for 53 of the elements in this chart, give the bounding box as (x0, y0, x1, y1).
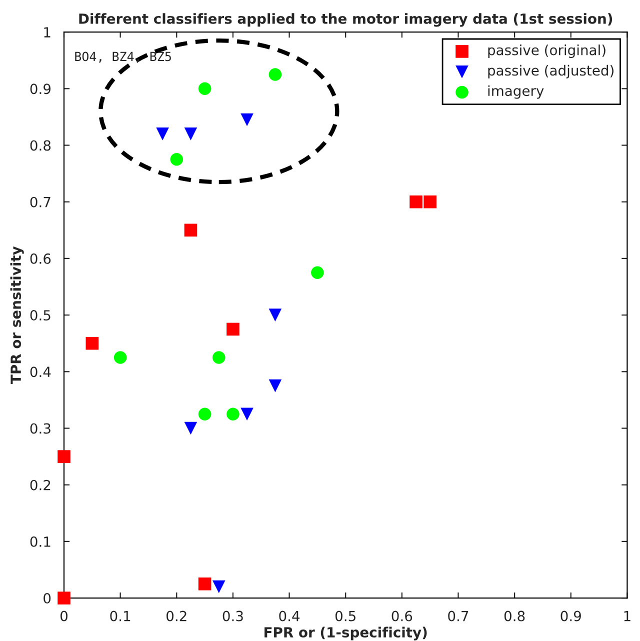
point (184, 422, 198, 435)
x-tick-label: 1 (624, 610, 630, 622)
y-tick-label: 0.2 (30, 480, 50, 490)
y-tick-label: 1 (44, 27, 50, 38)
point (156, 128, 169, 140)
x-tick-label: 0.6 (392, 610, 412, 622)
x-tick-label: 0.8 (504, 610, 525, 622)
x-axis-title: FPR or (1-specificity) (264, 626, 427, 640)
point (86, 336, 99, 350)
point (268, 308, 282, 322)
legend-label: passive (adjusted) (488, 64, 614, 78)
x-tick-label: 0 (60, 610, 68, 622)
chart-title: Different classifiers applied to the motor imagery data (1st session) (79, 13, 612, 27)
point (58, 450, 70, 463)
point (170, 153, 184, 166)
x-tick-label: 0.9 (560, 610, 581, 622)
point (58, 592, 70, 604)
y-tick-label: 0.7 (30, 196, 50, 208)
x-tick-label: 0.1 (110, 610, 130, 622)
point (226, 408, 240, 421)
y-tick-label: 0.4 (30, 366, 51, 378)
point (198, 578, 212, 590)
y-tick-label: 0.5 (30, 310, 50, 321)
point (184, 224, 198, 237)
point (114, 351, 127, 364)
y-tick-label: 0.9 (30, 84, 51, 94)
point (212, 580, 226, 594)
x-tick-label: 0.3 (222, 610, 243, 622)
legend-label: passive (original) (488, 44, 606, 58)
y-axis-title: TPR or sensitivity (10, 246, 24, 384)
y-tick-label: 0.1 (30, 536, 50, 547)
annotation: BO4, BZ4, BZ5 (75, 52, 171, 63)
y-tick-label: 0.3 (30, 423, 50, 434)
x-tick-label: 0.5 (335, 610, 356, 622)
y-tick-label: 0.6 (30, 253, 51, 264)
point (240, 408, 254, 421)
point (184, 128, 198, 140)
point (268, 379, 282, 392)
point (240, 113, 254, 126)
point (268, 68, 282, 81)
y-tick-label: 0.8 (30, 140, 51, 151)
x-tick-label: 0.2 (166, 610, 186, 622)
point (198, 82, 212, 96)
point (198, 408, 212, 421)
point (424, 195, 436, 208)
x-tick-label: 0.4 (279, 610, 300, 622)
x-tick-label: 0.7 (448, 610, 468, 622)
y-tick-label: 0 (44, 593, 51, 604)
legend-label: imagery (488, 85, 544, 99)
point (226, 322, 240, 336)
point (212, 351, 226, 364)
point (311, 266, 324, 280)
point (410, 195, 422, 208)
